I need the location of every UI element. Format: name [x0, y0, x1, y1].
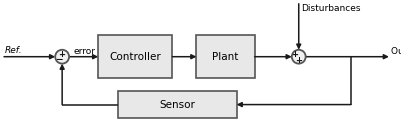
Ellipse shape: [55, 50, 69, 64]
Text: Ref.: Ref.: [4, 46, 22, 55]
Text: Controller: Controller: [109, 52, 161, 62]
Text: +: +: [295, 56, 302, 65]
Text: Disturbances: Disturbances: [301, 4, 360, 13]
Text: Plant: Plant: [213, 52, 239, 62]
Text: Sensor: Sensor: [160, 100, 195, 110]
Bar: [98, 35, 172, 78]
Bar: [196, 35, 255, 78]
Text: Out put: Out put: [391, 47, 401, 56]
Text: −: −: [55, 55, 62, 64]
Ellipse shape: [292, 50, 306, 64]
Text: +: +: [292, 50, 298, 59]
Bar: [118, 91, 237, 118]
Text: error: error: [73, 47, 95, 56]
Text: +: +: [58, 50, 65, 59]
